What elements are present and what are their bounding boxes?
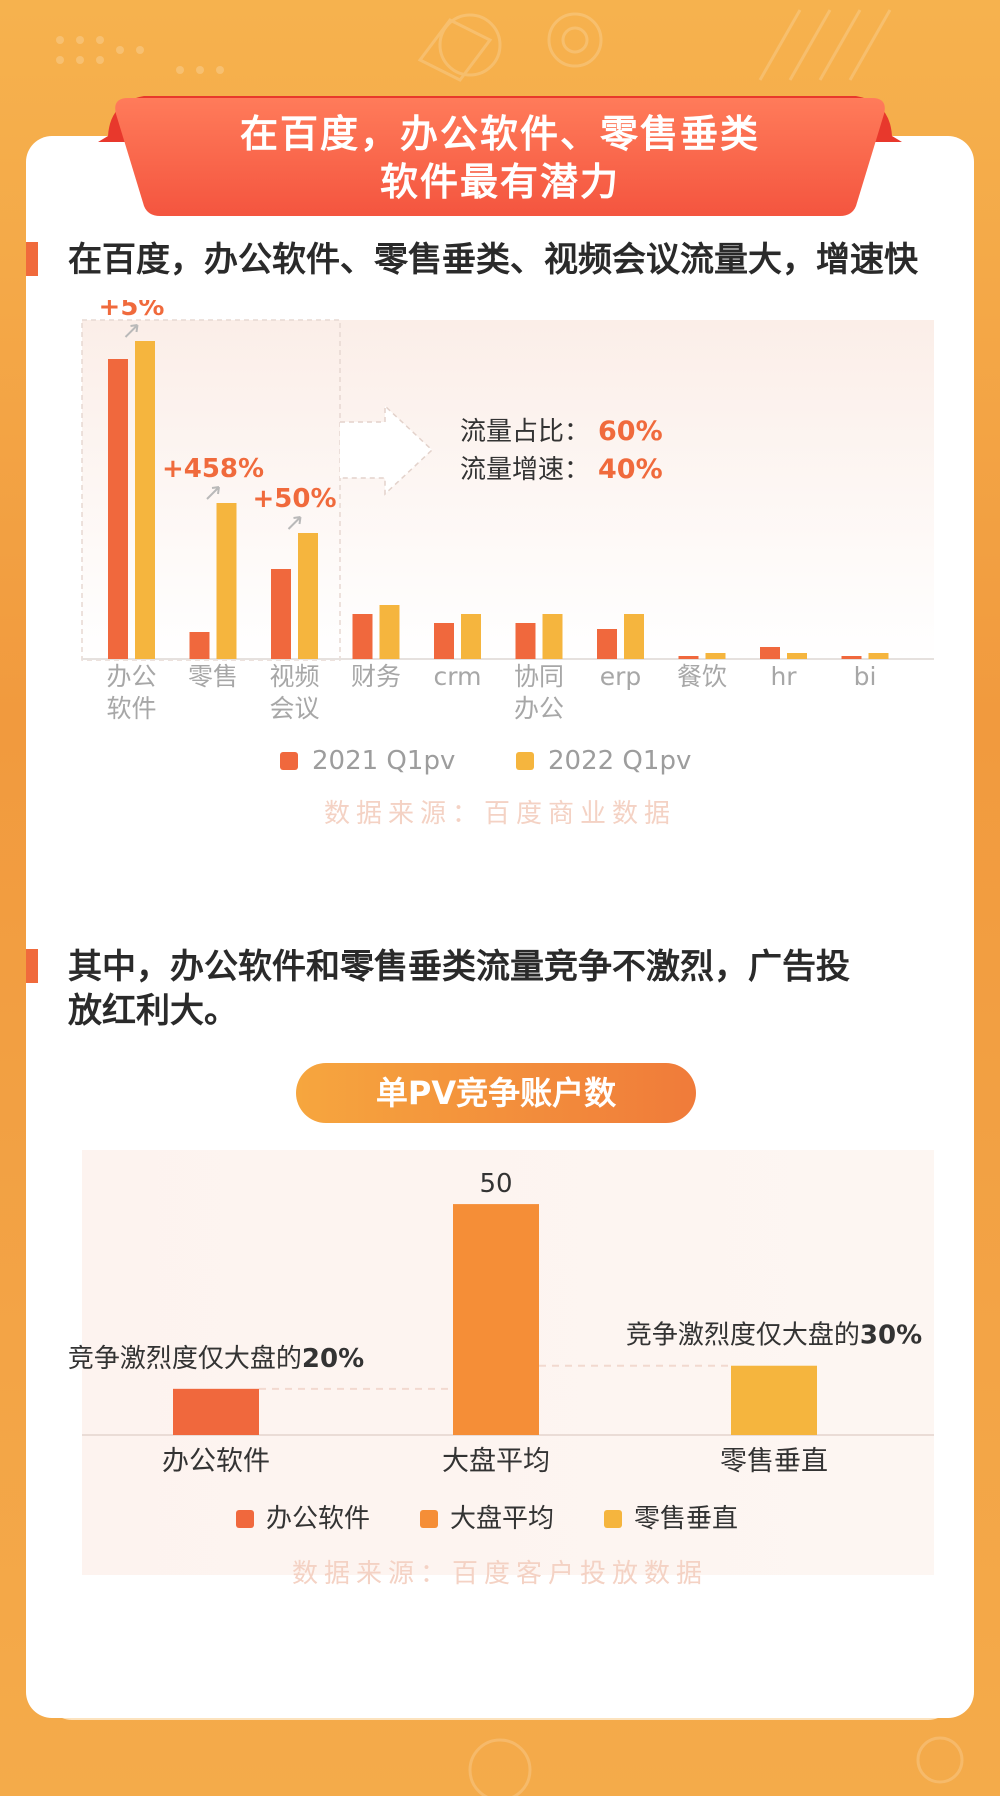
x-tick-label-1: 大盘平均: [442, 1446, 550, 1477]
data-label-1: 50: [479, 1169, 512, 1199]
growth-arrow-0: [124, 324, 139, 338]
x-tick-label-9-0: bi: [854, 662, 877, 691]
growth-annotation-1: +458%: [162, 454, 264, 484]
bar-2021-1: [189, 632, 210, 659]
x-tick-label-3-0: 财务: [351, 662, 401, 691]
bar-2021-5: [515, 623, 536, 659]
bar-2022-4: [461, 614, 481, 659]
bar-2022-5: [542, 614, 563, 659]
x-tick-label-0: 办公软件: [162, 1446, 270, 1477]
bar-2022-2: [298, 533, 318, 659]
x-tick-label-8-0: hr: [770, 662, 797, 691]
callout-growth-label: 流量增速：: [460, 455, 590, 485]
chart1-plot-background: [82, 320, 934, 660]
callout-share-value: 60%: [598, 416, 663, 447]
section2-heading-line2: 放红利大。: [68, 991, 238, 1031]
x-tick-label-2: 零售垂直: [720, 1446, 828, 1477]
competition-annotation-1: 竞争激烈度仅大盘的30%: [626, 1321, 922, 1351]
section2-heading-text: 其中，办公软件和零售垂类流量竞争不激烈，广告投 放红利大。: [68, 945, 850, 1033]
bar-2021-2: [271, 569, 291, 659]
bar-2022-6: [624, 614, 644, 659]
bar-2022-0: [135, 341, 155, 659]
legend-label-2: 零售垂直: [634, 1504, 738, 1534]
legend-label-1: 大盘平均: [450, 1504, 554, 1534]
section1-heading: 在百度，办公软件、零售垂类、视频会议流量大，增速快: [26, 238, 918, 282]
x-tick-label-2-1: 会议: [269, 694, 319, 723]
bar-2021-0: [108, 359, 128, 659]
bar-2021-4: [434, 623, 454, 659]
bar-2021-3: [352, 614, 373, 659]
legend-label-0: 办公软件: [266, 1504, 370, 1534]
section1-heading-bar: [26, 242, 38, 276]
chart1-source: 数据来源：百度商业数据: [324, 799, 676, 829]
legend-swatch-0: [280, 752, 298, 770]
bar-2022-9: [868, 653, 889, 659]
ribbon-title-line2: 软件最有潜力: [379, 160, 620, 204]
legend-swatch-1: [516, 752, 534, 770]
chart2-source: 数据来源：百度客户投放数据: [292, 1559, 708, 1589]
growth-annotation-0: +5%: [99, 300, 165, 322]
x-tick-label-6-0: erp: [600, 662, 642, 691]
x-tick-label-0-0: 办公: [106, 662, 156, 691]
bar-2022-8: [787, 653, 807, 659]
bar-2022-7: [705, 653, 726, 659]
ribbon-title-line1: 在百度，办公软件、零售垂类: [239, 112, 760, 156]
bar-2022-3: [379, 605, 400, 659]
legend-swatch-2: [604, 1510, 622, 1528]
legend-swatch-0: [236, 1510, 254, 1528]
x-tick-label-4-0: crm: [434, 662, 482, 691]
section2-heading-bar: [26, 949, 38, 983]
section1-heading-text: 在百度，办公软件、零售垂类、视频会议流量大，增速快: [68, 240, 918, 280]
bar-2022-1: [216, 503, 237, 659]
bar-0: [173, 1388, 259, 1435]
title-ribbon: 在百度，办公软件、零售垂类 软件最有潜力: [98, 92, 902, 222]
bar-2021-7: [678, 656, 699, 659]
x-tick-label-1-0: 零售: [188, 662, 238, 691]
legend-swatch-1: [420, 1510, 438, 1528]
x-tick-label-2-0: 视频: [269, 662, 319, 691]
competition-annotation-0: 竞争激烈度仅大盘的20%: [68, 1344, 364, 1374]
section2-heading: 其中，办公软件和零售垂类流量竞争不激烈，广告投 放红利大。: [26, 945, 850, 1033]
callout-growth-value: 40%: [598, 454, 663, 485]
legend-label-1: 2022 Q1pv: [548, 746, 691, 776]
callout-share-label: 流量占比：: [460, 417, 590, 447]
x-tick-label-0-1: 软件: [106, 694, 156, 723]
highlight-box: [81, 319, 341, 661]
x-tick-label-5-0: 协同: [514, 662, 564, 691]
x-tick-label-7-0: 餐饮: [677, 662, 727, 691]
growth-annotation-2: +50%: [252, 484, 336, 514]
ribbon-shape: [98, 96, 902, 216]
x-tick-label-5-1: 办公: [514, 694, 564, 723]
growth-arrow-2: [287, 516, 302, 530]
bar-1: [453, 1204, 539, 1435]
chart2-title-pill: 单PV竞争账户数: [296, 1063, 696, 1123]
section2-heading-line1: 其中，办公软件和零售垂类流量竞争不激烈，广告投: [68, 947, 850, 987]
callout-arrow: [340, 404, 434, 496]
bar-2021-6: [597, 629, 617, 659]
bar-2021-9: [841, 656, 862, 659]
legend-label-0: 2021 Q1pv: [312, 746, 455, 776]
bar-2021-8: [760, 647, 780, 659]
bar-2: [731, 1365, 817, 1435]
growth-arrow-1: [206, 486, 220, 500]
